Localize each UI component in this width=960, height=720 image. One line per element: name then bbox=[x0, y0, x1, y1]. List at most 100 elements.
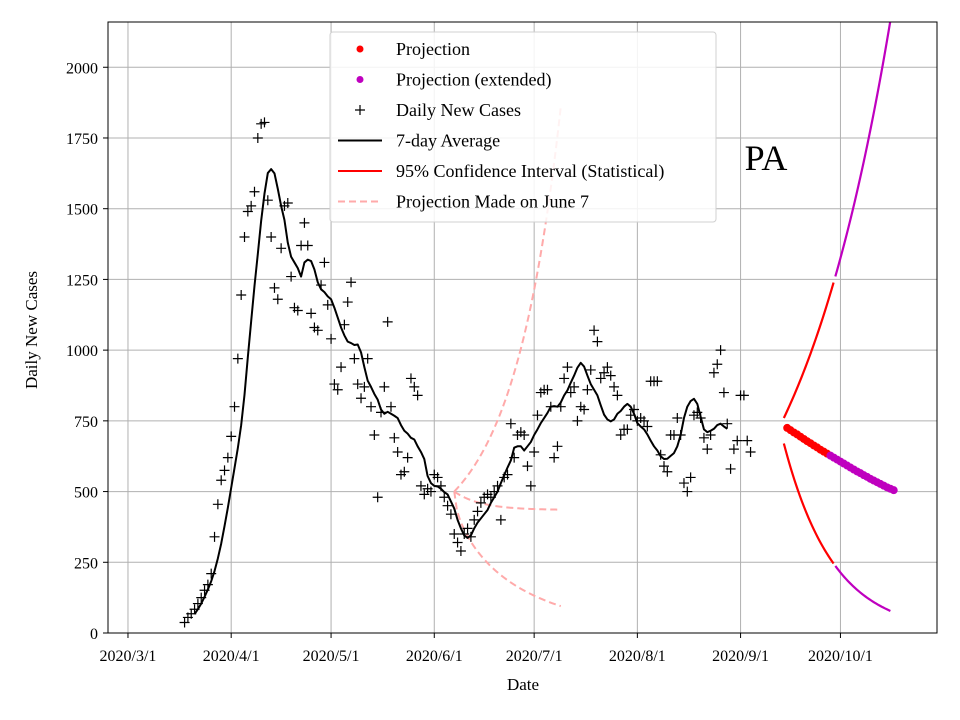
daily-case-marker bbox=[715, 345, 726, 356]
daily-case-marker bbox=[306, 308, 317, 319]
daily-case-marker bbox=[722, 418, 733, 429]
daily-case-marker bbox=[425, 486, 436, 497]
seven-day-average-line bbox=[193, 168, 728, 615]
y-tick-label: 1500 bbox=[66, 202, 98, 219]
daily-case-marker bbox=[276, 243, 287, 254]
x-tick-label: 2020/10/1 bbox=[808, 648, 873, 665]
daily-case-marker bbox=[399, 466, 410, 477]
legend-box bbox=[329, 31, 717, 223]
daily-case-marker bbox=[302, 240, 313, 251]
daily-case-marker bbox=[346, 277, 357, 288]
daily-case-marker bbox=[652, 376, 663, 387]
legend-projection-marker bbox=[356, 45, 364, 53]
daily-case-marker bbox=[246, 200, 257, 211]
daily-case-marker bbox=[562, 362, 573, 373]
daily-case-marker bbox=[282, 198, 293, 209]
daily-case-marker bbox=[342, 297, 353, 308]
daily-case-marker bbox=[475, 497, 486, 508]
daily-case-marker bbox=[728, 444, 739, 455]
daily-case-marker bbox=[266, 231, 277, 242]
daily-case-marker bbox=[579, 404, 590, 415]
daily-case-marker bbox=[382, 316, 393, 327]
plot-area bbox=[179, 22, 898, 628]
daily-case-marker bbox=[495, 514, 506, 525]
axes: 2020/3/1 2020/4/1 2020/5/1 2020/6/1 2020/7/1… bbox=[66, 60, 873, 665]
daily-case-marker bbox=[678, 478, 689, 489]
daily-case-marker bbox=[455, 545, 466, 556]
legend-daily-label: Daily New Cases bbox=[396, 100, 521, 120]
x-tick-label: 2020/5/1 bbox=[303, 648, 360, 665]
x-tick-label: 2020/7/1 bbox=[506, 648, 563, 665]
y-tick-label: 250 bbox=[74, 555, 98, 572]
daily-case-marker bbox=[392, 446, 403, 457]
daily-case-marker bbox=[439, 492, 450, 503]
projection-extended-point bbox=[889, 486, 898, 495]
y-tick-label: 500 bbox=[74, 485, 98, 502]
daily-case-marker bbox=[552, 441, 563, 452]
daily-case-marker bbox=[612, 390, 623, 401]
daily-case-marker bbox=[212, 499, 223, 510]
daily-case-marker bbox=[232, 353, 243, 364]
daily-case-marker bbox=[692, 407, 703, 418]
daily-case-marker bbox=[742, 435, 753, 446]
daily-case-marker bbox=[269, 282, 280, 293]
ci-lower-line bbox=[782, 443, 835, 565]
daily-case-marker bbox=[522, 461, 533, 472]
daily-case-marker bbox=[615, 429, 626, 440]
daily-case-marker bbox=[432, 472, 443, 483]
daily-case-marker bbox=[349, 353, 360, 364]
legend-projection_ext-label: Projection (extended) bbox=[396, 70, 551, 91]
daily-case-marker bbox=[559, 373, 570, 384]
daily-case-marker bbox=[216, 475, 227, 486]
daily-case-marker bbox=[222, 452, 233, 463]
daily-case-marker bbox=[565, 387, 576, 398]
daily-case-marker bbox=[259, 117, 270, 128]
daily-case-marker bbox=[332, 384, 343, 395]
daily-case-marker bbox=[718, 387, 729, 398]
daily-case-marker bbox=[745, 446, 756, 457]
daily-case-marker bbox=[738, 390, 749, 401]
legend-june7-label: Projection Made on June 7 bbox=[396, 192, 589, 212]
daily-case-marker bbox=[589, 325, 600, 336]
ci-upper-line bbox=[782, 282, 835, 419]
daily-case-marker bbox=[252, 132, 263, 143]
daily-case-marker bbox=[569, 381, 580, 392]
daily-case-marker bbox=[732, 435, 743, 446]
x-tick-label: 2020/6/1 bbox=[406, 648, 463, 665]
june7-projection-center-line bbox=[453, 490, 561, 511]
daily-case-marker bbox=[572, 415, 583, 426]
daily-case-marker bbox=[242, 206, 253, 217]
daily-case-marker bbox=[549, 452, 560, 463]
daily-case-marker bbox=[319, 257, 330, 268]
daily-case-marker bbox=[602, 362, 613, 373]
daily-case-marker bbox=[542, 384, 553, 395]
daily-case-marker bbox=[226, 431, 237, 442]
daily-case-marker bbox=[366, 401, 377, 412]
daily-case-marker bbox=[662, 466, 673, 477]
daily-case-marker bbox=[472, 506, 483, 517]
daily-case-marker bbox=[369, 429, 380, 440]
daily-case-marker bbox=[236, 289, 247, 300]
daily-case-marker bbox=[682, 486, 693, 497]
daily-case-marker bbox=[272, 294, 283, 305]
legend-avg-label: 7-day Average bbox=[396, 131, 500, 151]
legend-daily-marker bbox=[355, 105, 365, 115]
daily-case-marker bbox=[592, 336, 603, 347]
daily-case-marker bbox=[445, 509, 456, 520]
y-tick-label: 1000 bbox=[66, 343, 98, 360]
daily-case-marker bbox=[249, 186, 260, 197]
daily-case-marker bbox=[299, 217, 310, 228]
daily-case-marker bbox=[219, 465, 230, 476]
plot-frame bbox=[107, 21, 938, 634]
june7-projection-lower-line bbox=[453, 491, 562, 608]
daily-case-marker bbox=[505, 418, 516, 429]
daily-case-marker bbox=[449, 528, 460, 539]
daily-case-marker bbox=[419, 489, 430, 500]
ci-upper-extended-line bbox=[834, 22, 892, 277]
daily-case-marker bbox=[532, 410, 543, 421]
daily-case-marker bbox=[326, 333, 337, 344]
daily-case-marker bbox=[469, 514, 480, 525]
ci-lower-extended-line bbox=[834, 565, 891, 612]
daily-case-marker bbox=[595, 373, 606, 384]
